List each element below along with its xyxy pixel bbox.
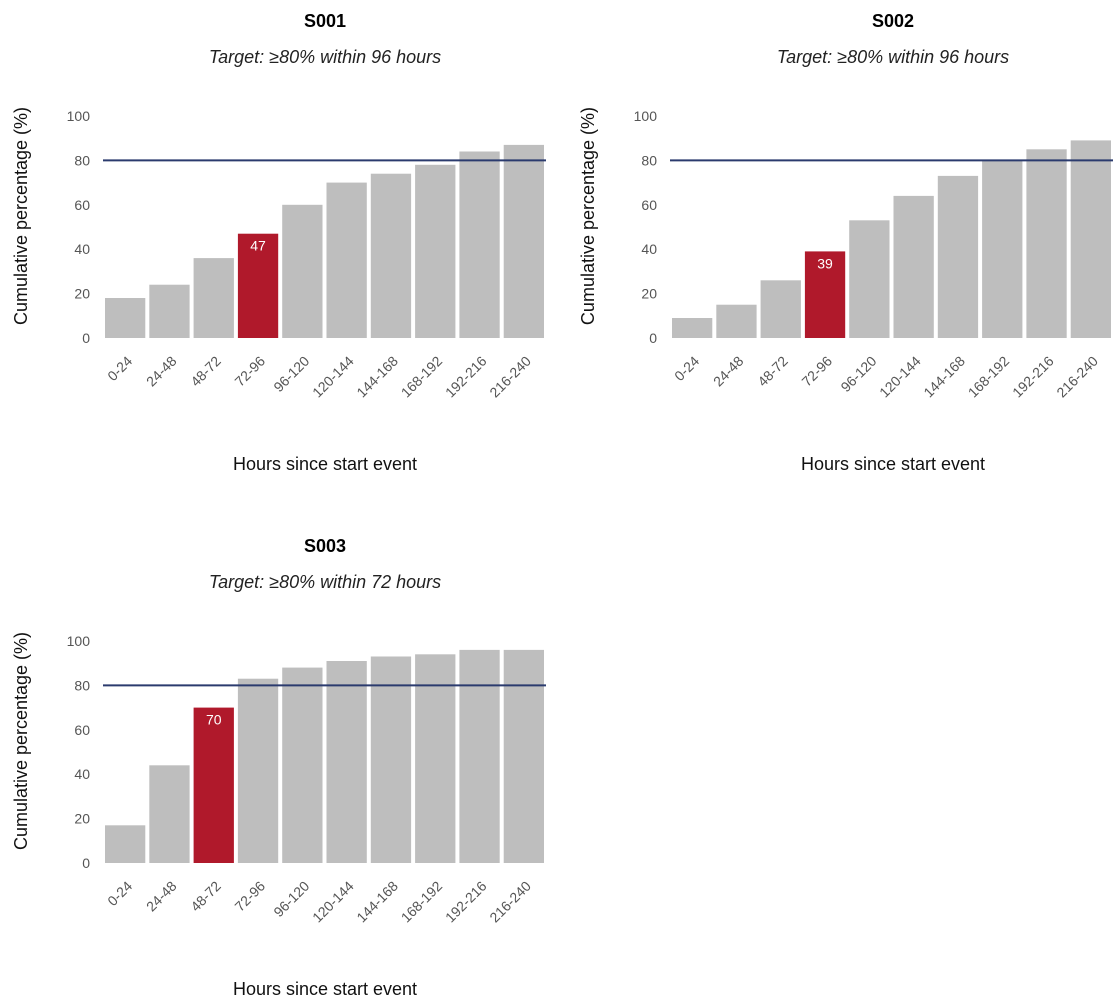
highlight-bar — [804, 251, 846, 338]
bar — [716, 304, 757, 338]
x-tick-label: 168-192 — [398, 878, 446, 926]
y-tick-label: 80 — [641, 152, 657, 168]
bar — [982, 160, 1023, 338]
y-tick-label: 40 — [74, 766, 90, 782]
x-tick-label: 72-96 — [231, 353, 268, 390]
chart-panel-s002: S002 Target: ≥80% within 96 hours 0 20 40 60 8… — [578, 11, 1113, 474]
bar — [415, 164, 456, 338]
bar — [237, 678, 279, 863]
bar — [326, 661, 367, 863]
bar — [503, 144, 544, 338]
x-tick-label: 48-72 — [754, 353, 791, 390]
x-tick-label: 216-240 — [486, 353, 534, 401]
bar — [893, 195, 934, 338]
bar — [503, 649, 544, 863]
x-axis-label: Hours since start event — [801, 454, 985, 474]
y-tick-label: 100 — [67, 108, 91, 124]
bar — [1070, 140, 1111, 338]
bar — [1026, 149, 1067, 338]
y-tick-label: 60 — [641, 197, 657, 213]
y-tick-label: 20 — [641, 286, 657, 302]
bar — [459, 649, 500, 863]
bar — [282, 667, 323, 863]
x-tick-label: 0-24 — [671, 353, 702, 384]
x-tick-label: 192-216 — [442, 878, 490, 926]
chart-subtitle: Target: ≥80% within 96 hours — [209, 47, 441, 67]
x-tick-label: 192-216 — [1009, 353, 1057, 401]
bar — [760, 280, 801, 338]
y-tick-label: 0 — [82, 855, 90, 871]
bar — [326, 182, 367, 338]
x-tick-label: 96-120 — [837, 353, 879, 395]
y-tick-label: 100 — [67, 633, 91, 649]
x-tick-label: 192-216 — [442, 353, 490, 401]
x-tick-label: 168-192 — [398, 353, 446, 401]
bar — [282, 204, 323, 338]
x-tick-label: 144-168 — [920, 353, 968, 401]
bar — [849, 220, 890, 338]
x-tick-label: 0-24 — [104, 878, 135, 909]
bar — [149, 284, 190, 338]
highlight-bar — [237, 233, 279, 338]
bar — [459, 151, 500, 338]
bar — [370, 656, 412, 863]
y-tick-label: 80 — [74, 152, 90, 168]
chart-subtitle: Target: ≥80% within 96 hours — [777, 47, 1009, 67]
x-tick-label: 24-48 — [710, 353, 747, 390]
x-tick-label: 24-48 — [143, 353, 180, 390]
chart-title: S002 — [872, 11, 914, 31]
y-tick-label: 0 — [82, 330, 90, 346]
y-tick-label: 80 — [74, 677, 90, 693]
bar-value-label: 70 — [206, 712, 222, 728]
bar — [415, 654, 456, 863]
y-tick-label: 60 — [74, 722, 90, 738]
x-tick-label: 48-72 — [187, 878, 224, 915]
y-tick-label: 60 — [74, 197, 90, 213]
bar-value-label: 47 — [250, 238, 266, 254]
bar — [193, 258, 234, 338]
chart-panel-s001: S001 Target: ≥80% within 96 hours 0 20 40 60 8… — [11, 11, 546, 474]
highlight-bar — [193, 707, 234, 863]
y-tick-label: 0 — [649, 330, 657, 346]
y-axis-label: Cumulative percentage (%) — [578, 107, 598, 325]
y-tick-label: 20 — [74, 811, 90, 827]
x-tick-label: 216-240 — [486, 878, 534, 926]
chart-title: S003 — [304, 536, 346, 556]
x-tick-label: 216-240 — [1053, 353, 1101, 401]
y-tick-label: 100 — [634, 108, 658, 124]
bar — [937, 175, 979, 338]
y-axis-label: Cumulative percentage (%) — [11, 632, 31, 850]
bar — [370, 173, 412, 338]
x-axis-label: Hours since start event — [233, 979, 417, 999]
y-tick-label: 40 — [641, 241, 657, 257]
x-tick-label: 24-48 — [143, 878, 180, 915]
bar — [105, 298, 146, 338]
x-tick-label: 120-144 — [876, 353, 924, 401]
x-tick-label: 96-120 — [270, 878, 312, 920]
x-tick-label: 48-72 — [187, 353, 224, 390]
x-axis-label: Hours since start event — [233, 454, 417, 474]
bar — [149, 765, 190, 863]
x-tick-label: 120-144 — [309, 353, 357, 401]
y-axis-label: Cumulative percentage (%) — [11, 107, 31, 325]
x-tick-label: 144-168 — [353, 353, 401, 401]
x-tick-label: 120-144 — [309, 878, 357, 926]
bar — [105, 825, 146, 863]
x-tick-label: 96-120 — [270, 353, 312, 395]
chart-title: S001 — [304, 11, 346, 31]
y-tick-label: 20 — [74, 286, 90, 302]
chart-panel-s003: S003 Target: ≥80% within 72 hours 0 20 40 60 8… — [11, 536, 546, 999]
y-tick-label: 40 — [74, 241, 90, 257]
bar-value-label: 39 — [817, 255, 833, 271]
x-tick-label: 0-24 — [104, 353, 135, 384]
x-tick-label: 72-96 — [231, 878, 268, 915]
x-tick-label: 72-96 — [798, 353, 835, 390]
bar — [672, 318, 713, 338]
x-tick-label: 168-192 — [965, 353, 1013, 401]
x-tick-label: 144-168 — [353, 878, 401, 926]
chart-subtitle: Target: ≥80% within 72 hours — [209, 572, 441, 592]
